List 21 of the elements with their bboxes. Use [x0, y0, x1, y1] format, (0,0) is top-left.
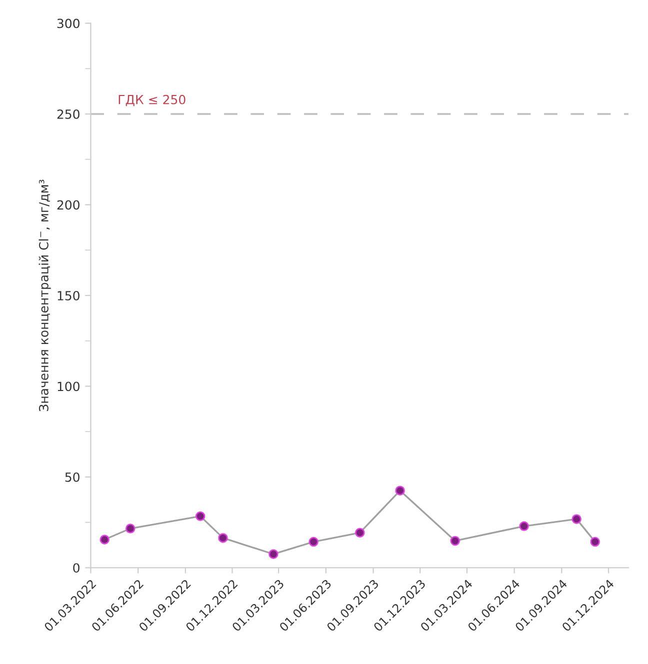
point: [195, 511, 206, 522]
y-tick-label: 250: [57, 109, 80, 119]
point: [100, 534, 110, 544]
y-tick-label: 150: [58, 290, 80, 300]
point: [355, 528, 365, 538]
y-axis-title: Значення концентрацій Cl$^{−}$, мг/дм³: [38, 180, 51, 412]
y-tick-label: 0: [73, 563, 80, 573]
point: [450, 536, 460, 546]
y-tick-label: 200: [57, 200, 80, 210]
point: [268, 549, 278, 559]
point: [218, 533, 228, 543]
point: [125, 524, 136, 534]
y-tick-label: 100: [58, 382, 80, 392]
y-tick-label: 50: [65, 472, 80, 482]
point: [572, 514, 582, 524]
ref-line-label: ГДК ≤ 250: [118, 94, 186, 106]
point: [590, 536, 600, 547]
point: [308, 536, 318, 547]
y-tick-label: 300: [57, 18, 80, 28]
point: [395, 486, 405, 496]
point: [519, 521, 529, 532]
